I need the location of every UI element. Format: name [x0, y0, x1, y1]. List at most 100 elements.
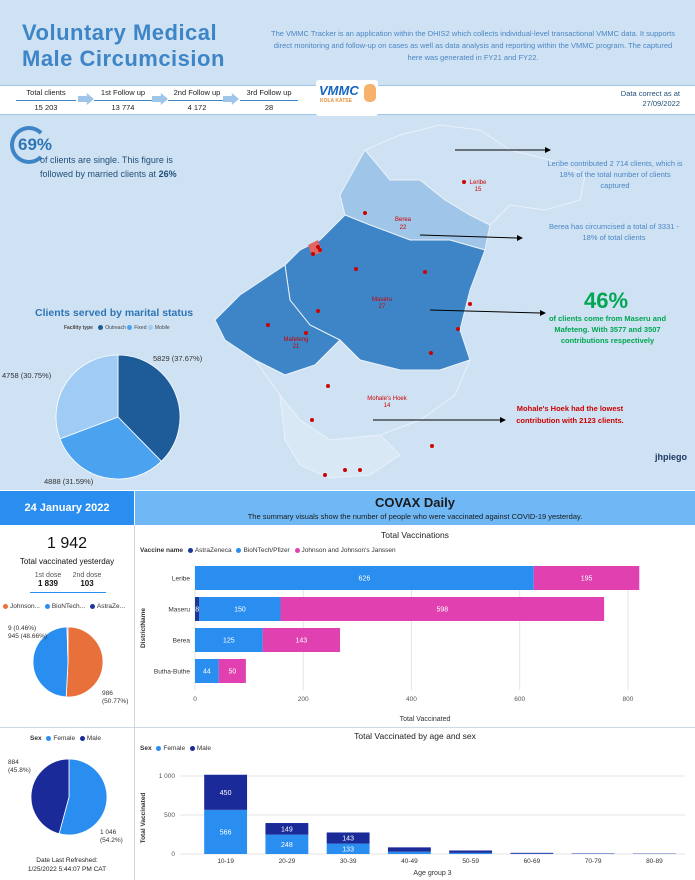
x-tick-label: 200: [298, 696, 309, 703]
kpi-3rd-follow-up: 3rd Follow up 28: [240, 88, 298, 112]
ring-icon: [10, 126, 48, 164]
data-label: 8: [195, 607, 199, 614]
dose-underline: [30, 592, 106, 593]
bar-segment: [218, 659, 246, 683]
map-value-mohales-hoek: 14: [384, 403, 391, 409]
map-value-leribe: 15: [475, 187, 482, 193]
map-label-berea: Berea: [395, 217, 412, 223]
data-label: 125: [223, 638, 235, 645]
mohales-hoek-annotation: Mohale's Hoek had the lowest contributio…: [516, 404, 624, 425]
x-tick-label: 800: [623, 696, 634, 703]
age-sex-chart: 0 500 1 000 566 450 10-19 248 149 20-29 133 143 30-…: [140, 773, 685, 877]
map-value-berea: 22: [400, 225, 407, 231]
data-correct-date: Data correct as at 27/09/2022: [620, 89, 680, 108]
marital-pie-legend: Facility type Outreach Fixed Mobile: [64, 325, 170, 331]
data-label: 149: [281, 826, 293, 833]
bar-segment: [510, 852, 554, 854]
pie-slice: [30, 758, 70, 835]
pie-slice: [32, 626, 69, 698]
bar-segment: [387, 847, 431, 852]
y-tick-label: 0: [171, 851, 175, 858]
data-label: 566: [220, 829, 232, 836]
berea-annotation: Berea has circumcised a total of 3331 - …: [548, 222, 680, 242]
marital-pie-title: Clients served by marital status: [35, 307, 194, 319]
x-axis-label: Age group 3: [413, 870, 451, 877]
map-label-mafeteng: Mafeteng: [283, 337, 308, 343]
pie-label: 9 (0.46%) 945 (48.66%): [8, 625, 48, 640]
bar-segment: [204, 809, 248, 854]
map-value-mafeteng: 21: [293, 344, 300, 350]
covax-subtitle: The summary visuals show the number of p…: [247, 512, 583, 521]
x-tick-label: 0: [193, 696, 197, 703]
data-label: 143: [342, 836, 354, 843]
data-label: 143: [295, 638, 307, 645]
covax-date: 24 January 2022: [0, 491, 134, 525]
intro-text: The VMMC Tracker is an application withi…: [271, 29, 675, 62]
arrow-icon: [78, 93, 94, 105]
map-points: [266, 180, 472, 477]
bar-segment: [449, 850, 493, 853]
category-label: Leribe: [172, 576, 190, 583]
data-label: 626: [359, 576, 371, 583]
map-region-mafeteng: [214, 264, 341, 376]
map-marker: [308, 240, 322, 256]
age-chart-title: Total Vaccinated by age and sex: [354, 731, 476, 741]
map-region-quthing: [279, 393, 401, 479]
logo-subtext: KOLA KATSE: [320, 98, 352, 104]
data-label: 44: [203, 669, 211, 676]
arrow-icon: [223, 93, 239, 105]
bar-segment: [195, 659, 219, 683]
kpi-total-clients: Total clients 15 203: [16, 88, 76, 112]
district-map: Leribe 15 Berea 22 Maseru 27 Mafeteng 21…: [214, 124, 586, 479]
vaccine-pie-chart: [32, 626, 104, 698]
annotation-arrows: [373, 147, 551, 423]
x-axis-label: Total Vaccinated: [400, 716, 451, 723]
bar-segment: [280, 597, 605, 621]
pie-slice: [65, 626, 104, 698]
pie-slice: [58, 758, 108, 836]
arrow-icon: [152, 93, 168, 105]
x-tick-label: 600: [514, 696, 525, 703]
pie-slice: [55, 354, 119, 440]
y-axis-label: DistrictName: [140, 608, 147, 648]
bar-segment: [195, 628, 263, 652]
covax-title: COVAX Daily: [375, 495, 455, 510]
jhpiego-logo: jhpiego: [655, 452, 687, 462]
covax-header: [135, 491, 695, 525]
bar-segment: [265, 823, 309, 835]
bar-segment: [262, 628, 341, 652]
divider: [0, 727, 695, 728]
total-vaccinations-chart: 0 200 400 600 800 Leribe 626 195 Maseru 8 150 598 Be…: [140, 566, 640, 723]
pie-label: 4888 (31.59%): [44, 477, 94, 486]
maseru-annotation: of clients come from Maseru and Mafeteng…: [548, 314, 667, 345]
total-vaccinated-label: Total vaccinated yesterday: [19, 557, 115, 566]
data-label: 598: [436, 607, 448, 614]
map-label-leribe: Leribe: [470, 180, 487, 186]
data-label: 50: [228, 669, 236, 676]
category-label: Berea: [173, 638, 191, 645]
pie-label: 1 046 (54.2%): [100, 829, 123, 844]
bar-segment: [204, 774, 248, 810]
category-label: Butha-Buthe: [154, 669, 191, 676]
pie-label: 5829 (37.67%): [153, 354, 203, 363]
category-label: 80-89: [646, 858, 663, 865]
single-clients-text: of clients are single. This figure is fo…: [40, 155, 177, 179]
total-vaccinated: 1 942: [46, 535, 88, 552]
data-label: 248: [281, 842, 293, 849]
y-tick-label: 500: [164, 812, 175, 819]
bar-segment: [195, 566, 534, 590]
category-label: 70-79: [585, 858, 602, 865]
bar-segment: [326, 832, 370, 844]
pie-label: 4758 (30.75%): [2, 371, 52, 380]
map-value-maseru: 27: [379, 304, 386, 310]
mascot-icon: [364, 84, 376, 102]
y-axis-label: Total Vaccinated: [140, 793, 147, 844]
pie-label: 884 (45.8%): [8, 759, 31, 774]
bar-segment: [199, 597, 281, 621]
bar-segment: [533, 566, 640, 590]
bar-chart-title: Total Vaccinations: [381, 530, 449, 540]
map-label-maseru: Maseru: [372, 297, 392, 303]
map-label-mohales-hoek: Mohale's Hoek: [367, 396, 407, 402]
y-tick-label: 1 000: [159, 773, 176, 780]
age-chart-legend: Sex Female Male: [140, 745, 211, 752]
